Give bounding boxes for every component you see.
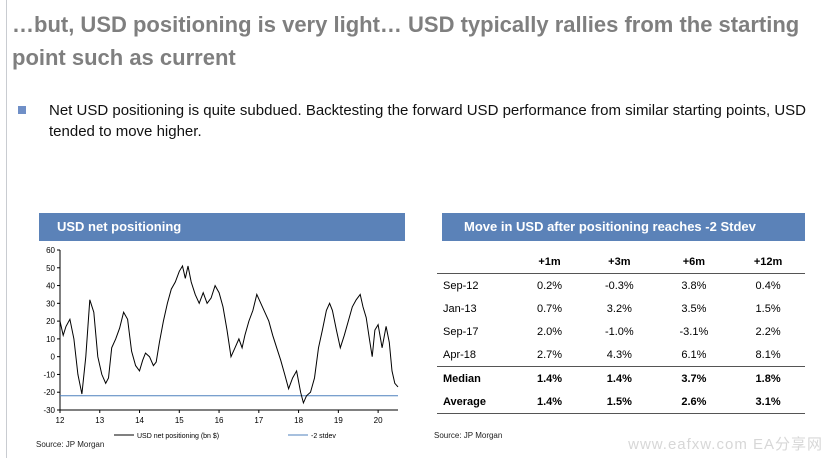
x-tick-label: 16 — [215, 416, 224, 425]
table-cell: 8.1% — [755, 348, 781, 361]
row-label: Median — [437, 366, 517, 390]
x-tick-label: 14 — [135, 416, 144, 425]
table-cell: 2.6% — [656, 390, 732, 414]
table-header: Move in USD after positioning reaches -2… — [442, 213, 805, 241]
y-tick-label: -30 — [43, 406, 55, 415]
x-tick-label: 15 — [175, 416, 184, 425]
col-header-3m: +3m — [582, 250, 657, 274]
table-cell: 6.1% — [681, 348, 707, 361]
bullet-marker — [18, 106, 26, 114]
chart-header: USD net positioning — [39, 213, 405, 241]
table-cell: 4.3% — [606, 348, 632, 361]
table-row: Apr-18 2.7% 4.3% 6.1% 8.1% — [437, 343, 805, 367]
y-tick-label: -20 — [43, 388, 55, 397]
chart-source: Source: JP Morgan — [36, 440, 105, 449]
legend-label-positioning: USD net positioning (bn $) — [137, 433, 219, 440]
x-tick-label: 13 — [95, 416, 104, 425]
watermark: www.eafxw.com EA分享网 — [628, 436, 823, 453]
bullet-text: Net USD positioning is quite subdued. Ba… — [49, 102, 806, 140]
table-header-row: +1m +3m +6m +12m — [437, 250, 805, 274]
move-table: +1m +3m +6m +12m Sep-12 0.2% -0.3% 3.8% … — [437, 250, 805, 414]
y-tick-label: 20 — [46, 317, 55, 326]
table-cell: 1.8% — [731, 366, 805, 390]
col-header-1m: +1m — [517, 250, 583, 274]
y-tick-label: 30 — [46, 299, 55, 308]
row-label: Jan-13 — [443, 302, 477, 315]
row-label: Sep-12 — [443, 279, 479, 292]
table-cell: 1.4% — [582, 366, 657, 390]
table-cell: 1.4% — [517, 366, 583, 390]
table-row-median: Median 1.4% 1.4% 3.7% 1.8% — [437, 366, 805, 390]
table-cell: 3.2% — [606, 302, 632, 315]
table-source: Source: JP Morgan — [434, 431, 503, 440]
table-row: Sep-17 2.0% -1.0% -3.1% 2.2% — [437, 320, 805, 343]
col-header-6m: +6m — [656, 250, 732, 274]
table-cell: 3.7% — [656, 366, 732, 390]
table-cell: 1.4% — [517, 390, 583, 414]
table-cell: 1.5% — [755, 302, 781, 315]
table-cell: -0.3% — [604, 279, 634, 292]
table-cell: 0.4% — [755, 279, 781, 292]
row-label: Average — [437, 390, 517, 414]
x-tick-label: 12 — [56, 416, 65, 425]
y-tick-label: -10 — [43, 370, 55, 379]
table-cell: 3.8% — [681, 279, 707, 292]
table-cell: 0.2% — [536, 279, 563, 292]
row-label: Sep-17 — [443, 325, 479, 338]
x-tick-label: 18 — [294, 416, 303, 425]
table-cell: 2.2% — [755, 325, 781, 338]
col-header-blank — [437, 250, 517, 274]
table-cell: 0.7% — [536, 302, 563, 315]
y-tick-label: 60 — [46, 246, 55, 255]
legend-label-stdev: -2 stdev — [311, 433, 336, 440]
col-header-12m: +12m — [731, 250, 805, 274]
table-cell: -3.1% — [679, 325, 709, 338]
table-cell: 1.5% — [582, 390, 657, 414]
row-label: Apr-18 — [443, 348, 477, 361]
table-cell: 2.0% — [536, 325, 563, 338]
y-tick-label: 0 — [51, 353, 56, 362]
y-tick-label: 40 — [46, 282, 55, 291]
table-row: Sep-12 0.2% -0.3% 3.8% 0.4% — [437, 274, 805, 298]
table-cell: 2.7% — [536, 348, 563, 361]
slide-title: …but, USD positioning is very light… USD… — [12, 12, 800, 70]
x-tick-label: 19 — [334, 416, 343, 425]
y-tick-label: 10 — [46, 335, 55, 344]
table-cell: 3.1% — [731, 390, 805, 414]
positioning-series-line — [59, 264, 399, 405]
table-row: Jan-13 0.7% 3.2% 3.5% 1.5% — [437, 297, 805, 320]
y-tick-label: 50 — [46, 264, 55, 273]
x-tick-label: 17 — [254, 416, 263, 425]
table-row-average: Average 1.4% 1.5% 2.6% 3.1% — [437, 390, 805, 414]
x-tick-label: 20 — [374, 416, 383, 425]
table-cell: 3.5% — [681, 302, 707, 315]
table-cell: -1.0% — [604, 325, 634, 338]
left-rule — [6, 0, 7, 458]
